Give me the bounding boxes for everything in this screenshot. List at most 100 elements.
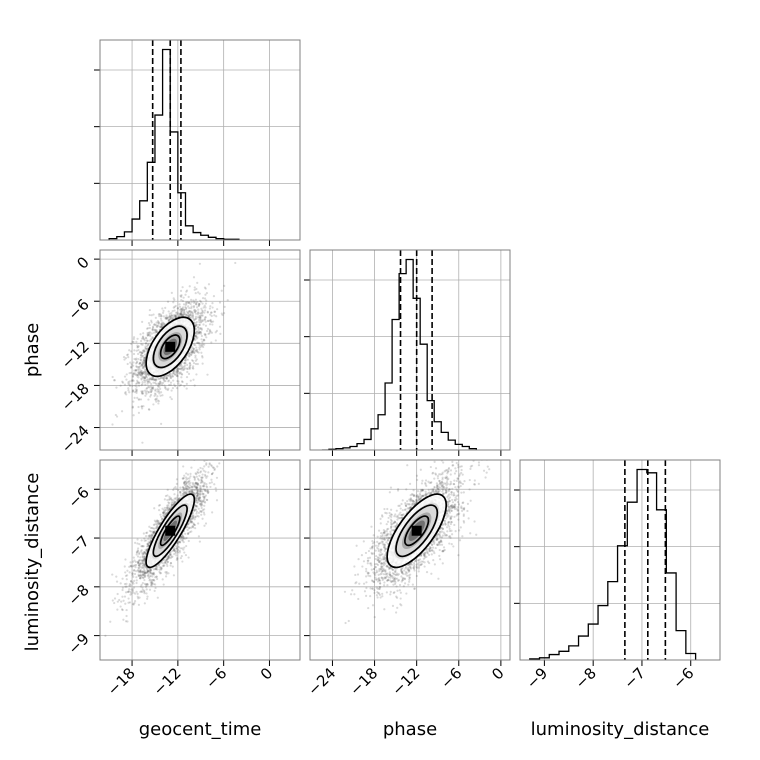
scatter-point <box>182 536 185 539</box>
scatter-point <box>189 519 192 522</box>
scatter-point <box>177 540 181 543</box>
scatter-point <box>152 313 155 316</box>
scatter-point <box>195 473 198 476</box>
scatter-point <box>207 471 210 474</box>
scatter-point <box>204 293 207 296</box>
scatter-point <box>133 390 137 394</box>
scatter-point <box>144 383 147 386</box>
scatter-point <box>184 480 188 483</box>
scatter-point <box>160 322 163 326</box>
scatter-point <box>192 514 195 517</box>
scatter-point <box>198 316 202 320</box>
scatter-point <box>140 549 143 552</box>
scatter-point <box>194 317 197 321</box>
scatter-point <box>167 556 170 560</box>
panel-frame <box>309 249 511 451</box>
scatter-point <box>141 559 144 562</box>
scatter-point <box>154 378 157 381</box>
scatter-point <box>185 544 188 548</box>
scatter-point <box>149 571 152 574</box>
scatter-point <box>210 311 213 314</box>
scatter-point <box>141 351 144 354</box>
scatter-point <box>173 552 176 556</box>
scatter-point <box>200 476 204 479</box>
scatter-point <box>180 364 183 367</box>
scatter-point <box>201 314 204 317</box>
scatter-point <box>201 302 204 305</box>
scatter-point <box>142 572 145 576</box>
scatter-point <box>166 504 169 507</box>
scatter-point <box>178 549 181 553</box>
scatter-point <box>143 571 146 574</box>
scatter-point <box>152 403 155 406</box>
scatter-point <box>164 494 168 498</box>
scatter-point <box>126 353 130 356</box>
scatter-point <box>135 389 138 393</box>
scatter-point <box>144 379 147 382</box>
scatter-point <box>179 383 182 386</box>
scatter-point <box>179 536 183 539</box>
scatter-point <box>137 574 140 578</box>
scatter-point <box>172 316 175 319</box>
scatter-point <box>181 560 184 563</box>
scatter-point <box>137 358 140 361</box>
scatter-point <box>207 458 209 460</box>
scatter-point <box>140 545 143 548</box>
scatter-point <box>182 548 185 551</box>
panel-frame <box>99 39 301 241</box>
scatter-point <box>141 574 144 577</box>
scatter-point <box>132 400 135 403</box>
scatter-point <box>119 582 122 585</box>
scatter-point <box>187 314 191 317</box>
scatter-point <box>192 349 195 352</box>
scatter-point <box>158 382 161 385</box>
scatter-point <box>173 500 177 504</box>
scatter-point <box>153 323 156 326</box>
scatter-point <box>159 317 163 320</box>
scatter-point <box>136 542 139 545</box>
scatter-point <box>206 491 210 495</box>
scatter-point <box>207 491 210 494</box>
scatter-point <box>190 353 193 357</box>
scatter-point <box>197 500 201 503</box>
scatter-point <box>196 341 200 344</box>
scatter-point <box>191 514 194 517</box>
scatter-point <box>141 560 145 563</box>
scatter-point <box>132 586 136 589</box>
scatter-point <box>139 574 142 577</box>
scatter-point <box>141 363 144 366</box>
scatter-point <box>169 553 173 556</box>
scatter-point <box>195 287 198 291</box>
scatter-point <box>152 531 156 535</box>
scatter-point <box>187 485 190 489</box>
scatter-point <box>180 313 183 316</box>
scatter-point <box>137 561 140 565</box>
scatter-point <box>160 322 163 325</box>
scatter-point <box>192 299 195 302</box>
scatter-point <box>205 476 208 479</box>
scatter-point <box>146 378 150 381</box>
scatter-point <box>163 506 166 510</box>
scatter-point <box>181 367 184 370</box>
scatter-point <box>196 281 199 284</box>
scatter-point <box>196 501 199 504</box>
scatter-point <box>180 313 183 316</box>
scatter-point <box>159 376 162 380</box>
scatter-point <box>196 477 200 480</box>
scatter-point <box>183 481 186 484</box>
scatter-point <box>137 373 140 377</box>
scatter-point <box>154 388 157 391</box>
scatter-point <box>200 502 203 505</box>
scatter-point <box>168 372 171 376</box>
scatter-point <box>158 315 161 318</box>
scatter-point <box>203 495 206 498</box>
scatter-point <box>161 381 165 385</box>
scatter-point <box>155 575 158 578</box>
scatter-point <box>196 494 199 498</box>
scatter-point <box>175 547 178 550</box>
scatter-point <box>166 498 169 502</box>
scatter-point <box>172 502 176 505</box>
scatter-point <box>183 364 187 367</box>
scatter-point <box>166 506 169 509</box>
scatter-point <box>144 371 147 374</box>
